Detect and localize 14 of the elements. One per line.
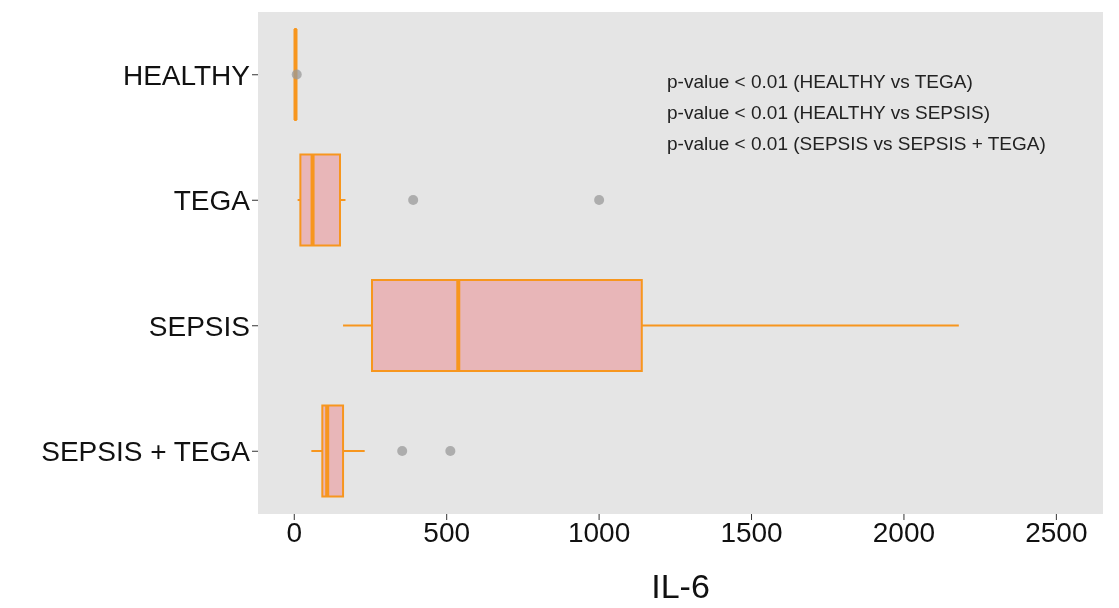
y-tick-label: SEPSIS + TEGA bbox=[41, 436, 251, 468]
x-tick-label: 1000 bbox=[567, 516, 631, 548]
x-tick-label: 2500 bbox=[1025, 516, 1088, 548]
annotation: p-value < 0.01 (HEALTHY vs TEGA) bbox=[667, 70, 974, 94]
annotation: p-value < 0.01 (HEALTHY vs SEPSIS) bbox=[667, 101, 991, 125]
y-tick-label: SEPSIS bbox=[148, 310, 250, 342]
x-tick-label: 2000 bbox=[872, 516, 936, 548]
x-tick-label: 500 bbox=[423, 516, 471, 548]
annotation: p-value < 0.01 (SEPSIS vs SEPSIS + TEGA) bbox=[667, 132, 1046, 156]
x-tick-label: 1500 bbox=[720, 516, 783, 548]
x-axis-title: IL-6 bbox=[651, 567, 710, 605]
y-tick-label: HEALTHY bbox=[122, 59, 251, 91]
y-tick-label: TEGA bbox=[173, 185, 251, 217]
x-tick-label: 0 bbox=[286, 516, 303, 548]
